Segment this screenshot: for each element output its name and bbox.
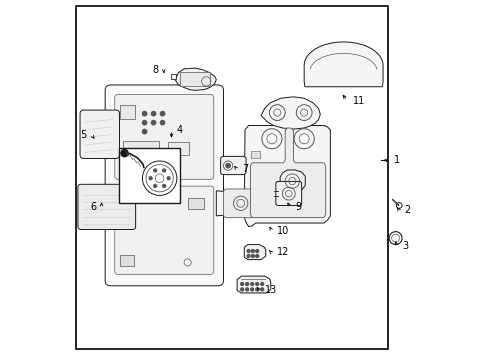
Polygon shape <box>245 126 330 226</box>
Polygon shape <box>172 74 176 79</box>
Bar <box>119 148 180 203</box>
Circle shape <box>163 185 166 188</box>
Bar <box>76 6 389 348</box>
Text: 7: 7 <box>242 164 248 174</box>
Circle shape <box>160 112 165 116</box>
Circle shape <box>163 169 166 172</box>
Circle shape <box>121 149 128 157</box>
Text: 3: 3 <box>402 241 408 251</box>
Circle shape <box>251 283 254 285</box>
FancyBboxPatch shape <box>78 184 136 229</box>
Text: 6: 6 <box>90 202 96 212</box>
Circle shape <box>256 249 259 252</box>
Circle shape <box>154 185 157 188</box>
Circle shape <box>143 112 147 116</box>
FancyBboxPatch shape <box>220 156 246 175</box>
Circle shape <box>143 130 147 134</box>
FancyBboxPatch shape <box>276 181 302 206</box>
FancyBboxPatch shape <box>105 85 223 286</box>
Text: 8: 8 <box>152 64 158 75</box>
Bar <box>188 198 204 209</box>
Polygon shape <box>280 170 305 193</box>
Polygon shape <box>216 191 263 216</box>
Circle shape <box>251 288 254 291</box>
Bar <box>251 151 260 158</box>
Text: 1: 1 <box>394 155 400 165</box>
Text: 9: 9 <box>295 202 301 212</box>
Polygon shape <box>237 276 271 293</box>
Circle shape <box>256 283 259 285</box>
Circle shape <box>167 177 170 180</box>
Text: 5: 5 <box>80 130 87 140</box>
Circle shape <box>154 169 157 172</box>
Circle shape <box>247 249 250 252</box>
Bar <box>168 142 190 155</box>
Circle shape <box>245 283 248 285</box>
Circle shape <box>241 283 244 285</box>
Bar <box>120 105 135 119</box>
Text: 10: 10 <box>277 226 290 236</box>
Circle shape <box>247 255 250 257</box>
Circle shape <box>245 288 248 291</box>
Circle shape <box>226 163 230 168</box>
Circle shape <box>256 255 259 257</box>
Polygon shape <box>175 68 216 90</box>
Polygon shape <box>250 128 326 218</box>
Polygon shape <box>261 97 320 129</box>
Polygon shape <box>245 244 266 260</box>
FancyBboxPatch shape <box>80 110 120 158</box>
Circle shape <box>160 121 165 125</box>
Text: 11: 11 <box>353 96 365 106</box>
Text: 2: 2 <box>405 206 411 216</box>
Polygon shape <box>304 42 383 87</box>
Text: 12: 12 <box>276 247 289 257</box>
Text: 13: 13 <box>265 285 277 296</box>
Bar <box>123 140 159 160</box>
Circle shape <box>241 288 244 291</box>
FancyBboxPatch shape <box>223 189 254 218</box>
Bar <box>180 72 210 86</box>
Circle shape <box>151 121 156 125</box>
Circle shape <box>251 249 254 252</box>
Circle shape <box>256 288 259 291</box>
Circle shape <box>261 288 264 291</box>
FancyBboxPatch shape <box>115 186 214 274</box>
Circle shape <box>151 112 156 116</box>
Bar <box>120 255 134 266</box>
FancyBboxPatch shape <box>115 95 214 179</box>
Circle shape <box>261 283 264 285</box>
Text: 4: 4 <box>177 125 183 135</box>
Circle shape <box>149 177 152 180</box>
Circle shape <box>143 121 147 125</box>
Circle shape <box>251 255 254 257</box>
